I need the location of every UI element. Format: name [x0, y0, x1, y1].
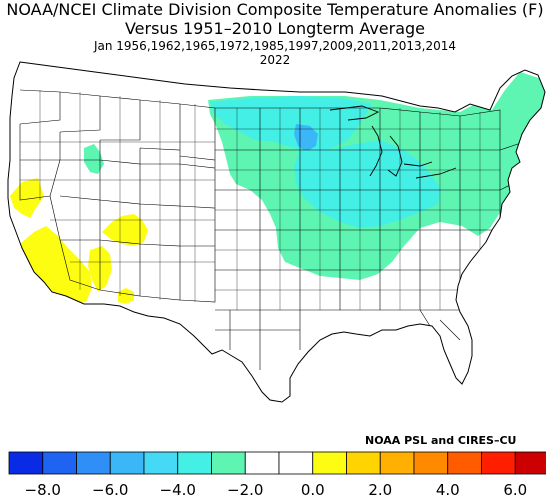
fine-division-grid [20, 90, 500, 310]
colorbar-swatch [413, 451, 449, 475]
colorbar-swatch [447, 451, 482, 475]
colorbar-tick-label: 6.0 [503, 481, 527, 499]
colorbar-swatch [177, 451, 212, 475]
map-title: NOAA/NCEI Climate Division Composite Tem… [6, 0, 544, 19]
colorbar-tick-label: −2.0 [227, 481, 263, 499]
colorbar-tick-label: −4.0 [160, 481, 196, 499]
great-lakes-outline [329, 105, 457, 179]
colorbar-swatch [143, 451, 179, 475]
credit-label: NOAA PSL and CIRES–CU [365, 434, 517, 447]
colorbar-swatch [76, 451, 111, 475]
title-block: NOAA/NCEI Climate Division Composite Tem… [0, 0, 550, 67]
colorbar-swatch [8, 451, 44, 475]
cool-region-great-lakes [294, 140, 440, 228]
colorbar-tick-label: −8.0 [25, 481, 61, 499]
warm-region-california-south [20, 226, 92, 304]
colorbar-swatch [514, 451, 546, 475]
colorbar-swatch [42, 451, 77, 475]
colorbar-swatch [211, 451, 246, 475]
us-climate-division-map [7, 61, 546, 403]
colorbar-swatch [481, 451, 516, 475]
cool-region-montana-pocket [84, 144, 104, 174]
colorbar-tick-label: 0.0 [301, 481, 325, 499]
colorbar-swatch [346, 451, 381, 475]
colorbar-swatch [379, 451, 415, 475]
composite-years: Jan 1956,1962,1965,1972,1985,1997,2009,2… [93, 39, 457, 53]
current-year: 2022 [259, 53, 291, 67]
warm-region-se-arizona [118, 288, 134, 304]
colorbar-tick-label: 4.0 [436, 481, 460, 499]
colorbar-swatch [312, 451, 347, 475]
colorbar-legend: −8.0−6.0−4.0−2.00.02.04.06.08.0 [8, 451, 546, 499]
warm-region-california-north [10, 178, 44, 218]
colorbar-swatch [109, 451, 145, 475]
colorbar-tick-label: 2.0 [368, 481, 392, 499]
warm-region-utah-nevada [102, 214, 148, 246]
colorbar-tick-label: −6.0 [92, 481, 128, 499]
map-subtitle: Versus 1951–2010 Longterm Average [124, 19, 426, 38]
colorbar-swatch [244, 451, 280, 475]
colorbar-swatch [278, 451, 314, 475]
